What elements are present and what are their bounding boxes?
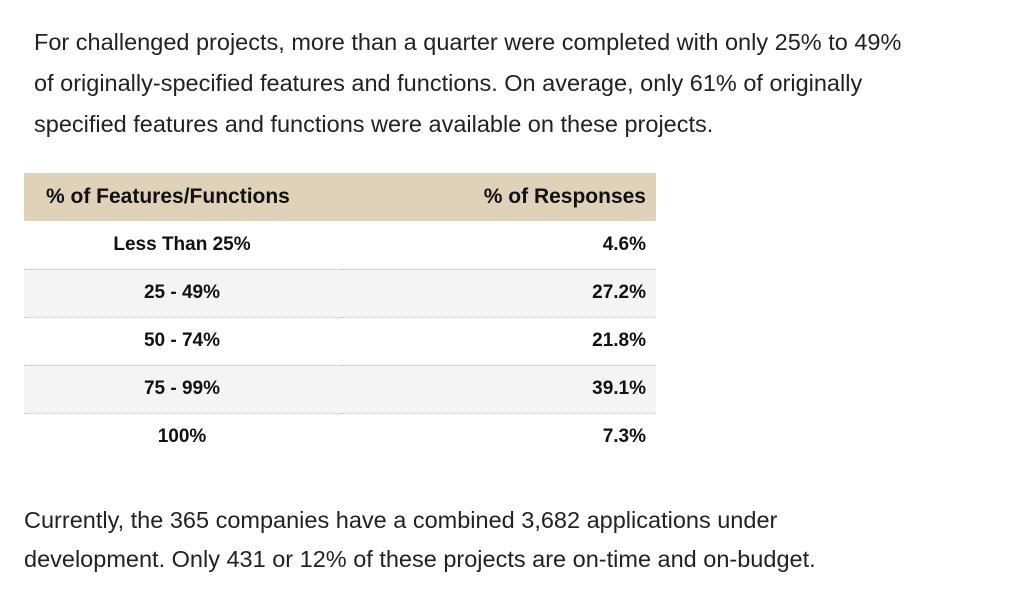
intro-line: of originally-specified features and fun… bbox=[34, 70, 863, 96]
features-cell: 25 - 49% bbox=[143, 282, 221, 303]
responses-cell: 4.6% bbox=[602, 233, 646, 255]
intro-line: specified features and functions were av… bbox=[34, 111, 714, 137]
table-row: 75 - 99% 39.1% bbox=[24, 365, 656, 413]
responses-cell: 27.2% bbox=[592, 282, 646, 303]
table-row: Less Than 25% 4.6% bbox=[24, 221, 656, 269]
table-row: 25 - 49% 27.2% bbox=[24, 269, 656, 317]
features-cell: 75 - 99% bbox=[143, 378, 221, 399]
outro-line: Currently, the 365 companies have a comb… bbox=[24, 507, 778, 533]
table-row: 100% 7.3% bbox=[24, 413, 656, 461]
outro-line: development. Only 431 or 12% of these pr… bbox=[24, 546, 816, 572]
header-features: % of Features/Functions bbox=[46, 185, 290, 208]
features-cell: Less Than 25% bbox=[113, 233, 251, 255]
responses-cell: 21.8% bbox=[592, 330, 646, 351]
responses-cell: 7.3% bbox=[602, 426, 646, 448]
intro-line: For challenged projects, more than a qua… bbox=[34, 29, 902, 55]
table-header-row: % of Features/Functions % of Responses bbox=[24, 173, 656, 221]
table-row: 50 - 74% 21.8% bbox=[24, 317, 656, 365]
outro-paragraph: Currently, the 365 companies have a comb… bbox=[24, 501, 1014, 579]
responses-cell: 39.1% bbox=[592, 378, 646, 399]
features-responses-table: % of Features/Functions % of Responses L… bbox=[24, 173, 656, 461]
features-cell: 50 - 74% bbox=[143, 330, 221, 351]
header-responses: % of Responses bbox=[483, 185, 646, 208]
features-cell: 100% bbox=[157, 426, 207, 448]
intro-paragraph: For challenged projects, more than a qua… bbox=[34, 22, 1019, 145]
